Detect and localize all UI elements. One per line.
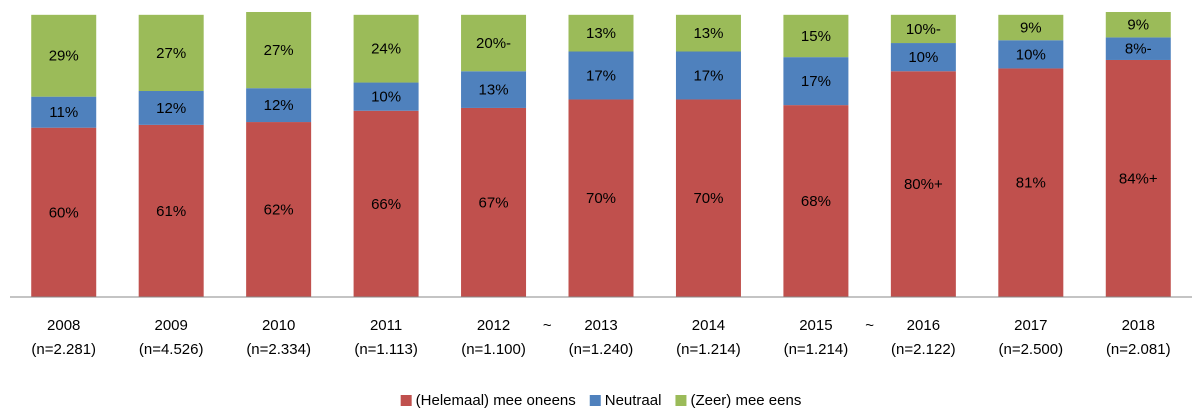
bar-segment xyxy=(461,14,527,72)
bar-segment xyxy=(890,43,956,72)
bar-segment xyxy=(31,96,97,128)
value-label: 10%- xyxy=(906,21,941,38)
value-label: 61% xyxy=(156,203,186,220)
value-label: 9% xyxy=(1127,17,1149,34)
annotation: ~ xyxy=(543,317,552,334)
bar-segment xyxy=(890,14,956,44)
value-label: 66% xyxy=(371,196,401,213)
x-tick-label: 2015 xyxy=(799,317,832,334)
value-label: 11% xyxy=(49,104,78,121)
x-tick-label: 2011 xyxy=(370,317,402,334)
value-label: 12% xyxy=(156,100,186,117)
x-tick-label: 2009 xyxy=(154,317,187,334)
x-tick-label: 2018 xyxy=(1122,317,1155,334)
bar-segment xyxy=(568,51,634,100)
x-tick-sublabel: (n=1.214) xyxy=(676,341,741,358)
bar-segment xyxy=(1105,37,1171,60)
value-label: 29% xyxy=(49,48,79,65)
bar-segment xyxy=(998,40,1064,69)
bar-segment xyxy=(246,122,312,298)
x-tick-sublabel: (n=2.122) xyxy=(891,341,956,358)
value-label: 68% xyxy=(801,193,831,210)
x-tick-label: 2010 xyxy=(262,317,295,334)
bar-segment xyxy=(998,14,1064,41)
value-label: 67% xyxy=(479,194,509,211)
bar-segment xyxy=(353,82,419,111)
value-label: 84%+ xyxy=(1119,170,1158,187)
bar-segment xyxy=(31,127,97,297)
x-tick-label: 2016 xyxy=(907,317,940,334)
value-label: 70% xyxy=(586,190,616,207)
x-tick-label: 2013 xyxy=(584,317,617,334)
legend-label: (Helemaal) mee oneens xyxy=(416,392,576,409)
bar-segment xyxy=(138,14,204,92)
value-label: 27% xyxy=(156,45,186,62)
value-label: 10% xyxy=(908,49,938,66)
x-tick-label: 2014 xyxy=(692,317,725,334)
x-tick-label: 2012 xyxy=(477,317,510,334)
x-tick-label: 2017 xyxy=(1014,317,1047,334)
value-label: 70% xyxy=(693,190,723,207)
bar-segment xyxy=(353,110,419,297)
value-label: 62% xyxy=(264,201,294,218)
bar-segment xyxy=(568,99,634,297)
value-label: 17% xyxy=(693,67,723,84)
bar-segment xyxy=(1105,12,1171,38)
bar-segment xyxy=(138,91,204,125)
bar-segment xyxy=(783,57,849,106)
bar-segment xyxy=(1105,59,1171,297)
bar-segment xyxy=(675,51,741,100)
x-tick-sublabel: (n=1.214) xyxy=(784,341,849,358)
value-label: 8%- xyxy=(1125,41,1152,58)
x-tick-sublabel: (n=1.240) xyxy=(569,341,634,358)
legend-swatch xyxy=(675,395,687,406)
value-label: 27% xyxy=(264,42,294,59)
bar-segment xyxy=(246,88,312,123)
x-tick-sublabel: (n=1.113) xyxy=(354,341,418,358)
bar-segment xyxy=(783,105,849,298)
value-label: 24% xyxy=(371,41,401,58)
legend-label: (Zeer) mee eens xyxy=(690,392,801,409)
x-tick-label: 2008 xyxy=(47,317,80,334)
bar-segment xyxy=(246,12,312,89)
value-label: 81% xyxy=(1016,175,1046,192)
x-tick-sublabel: (n=4.526) xyxy=(139,341,204,358)
bar-segment xyxy=(675,14,741,52)
value-label: 10% xyxy=(1016,46,1046,63)
value-label: 80%+ xyxy=(904,176,943,193)
bar-segment xyxy=(568,14,634,52)
x-tick-sublabel: (n=1.100) xyxy=(461,341,526,358)
bar-segment xyxy=(461,71,527,108)
x-tick-sublabel: (n=2.081) xyxy=(1106,341,1171,358)
x-tick-sublabel: (n=2.334) xyxy=(246,341,311,358)
bar-segment xyxy=(31,14,97,97)
bar-segment xyxy=(783,14,849,58)
legend-swatch xyxy=(400,395,412,406)
value-label: 13% xyxy=(586,25,616,42)
bar-segment xyxy=(890,71,956,298)
bar-segment xyxy=(461,107,527,297)
x-tick-sublabel: (n=2.500) xyxy=(998,341,1063,358)
value-label: 10% xyxy=(371,89,401,106)
annotation: ~ xyxy=(865,317,874,334)
bar-segment xyxy=(138,124,204,298)
legend-label: Neutraal xyxy=(605,392,662,409)
bar-segment xyxy=(353,14,419,83)
legend-swatch xyxy=(589,395,601,406)
value-label: 15% xyxy=(801,28,831,45)
value-label: 20%- xyxy=(476,35,511,52)
value-label: 17% xyxy=(801,73,831,90)
value-label: 60% xyxy=(49,204,79,221)
value-label: 13% xyxy=(693,25,723,42)
bar-segment xyxy=(675,99,741,297)
bar-segment xyxy=(998,68,1064,298)
value-label: 12% xyxy=(264,97,294,114)
value-label: 9% xyxy=(1020,19,1042,36)
x-tick-sublabel: (n=2.281) xyxy=(31,341,96,358)
value-label: 17% xyxy=(586,67,616,84)
value-label: 13% xyxy=(479,82,509,99)
